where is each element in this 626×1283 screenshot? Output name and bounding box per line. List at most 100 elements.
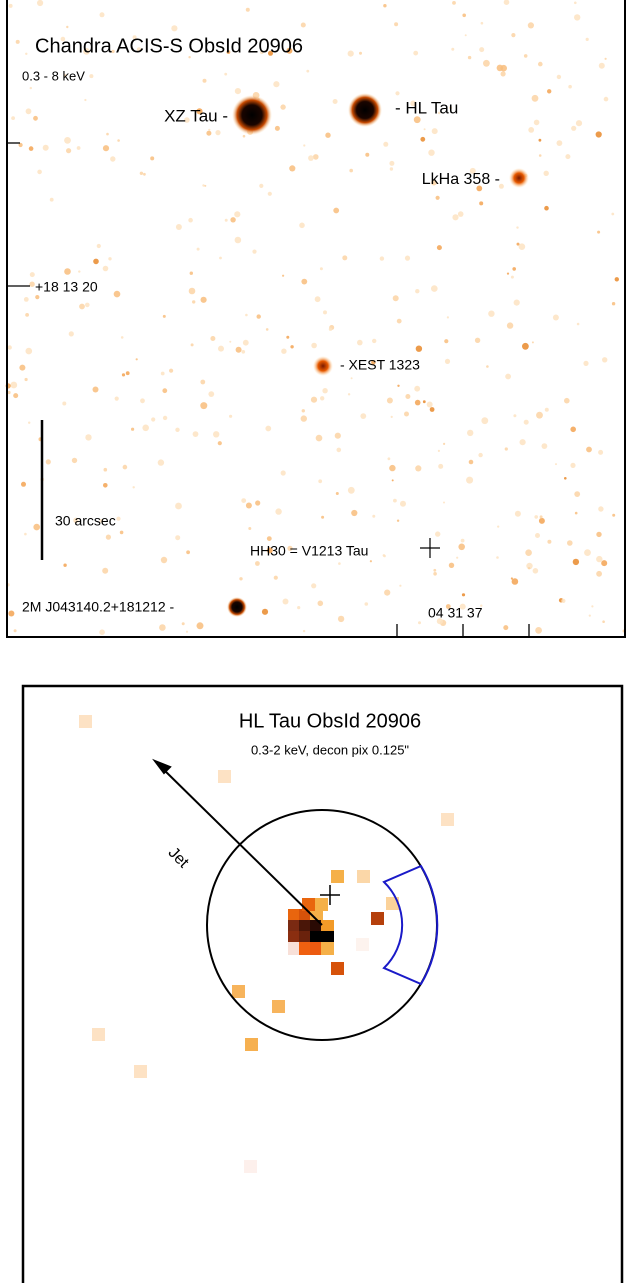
speckle — [311, 397, 317, 403]
speckle — [391, 416, 393, 418]
speckle — [230, 217, 235, 222]
source-lkha — [509, 168, 529, 188]
speckle — [570, 463, 575, 468]
speckle — [598, 506, 603, 511]
speckle — [213, 431, 219, 437]
speckle — [218, 346, 224, 352]
speckle — [561, 599, 565, 603]
speckle — [545, 408, 549, 412]
speckle — [567, 540, 573, 546]
speckle — [507, 273, 509, 275]
speckle — [370, 560, 372, 562]
speckle — [243, 340, 249, 346]
speckle — [605, 58, 607, 60]
speckle — [505, 447, 508, 450]
speckle — [246, 8, 250, 12]
speckle — [524, 420, 529, 425]
speckle — [255, 500, 260, 505]
speckle — [528, 567, 530, 569]
speckle — [69, 331, 74, 336]
speckle — [591, 605, 593, 607]
speckle — [176, 224, 182, 230]
speckle — [525, 549, 532, 556]
speckle — [175, 503, 182, 510]
speckle — [380, 256, 384, 260]
pixel — [218, 770, 231, 783]
speckle — [234, 211, 240, 217]
speckle — [602, 620, 605, 623]
speckle — [259, 184, 263, 188]
speckle — [528, 22, 534, 28]
speckle — [283, 599, 289, 605]
speckle — [397, 385, 399, 387]
speckle — [30, 272, 35, 277]
speckle — [555, 463, 557, 465]
speckle — [171, 25, 177, 31]
speckle — [100, 12, 105, 17]
speckle — [219, 257, 222, 260]
speckle — [516, 226, 518, 228]
speckle — [106, 535, 111, 540]
speckle — [93, 259, 99, 265]
speckle — [186, 631, 188, 633]
speckle — [483, 60, 490, 67]
speckle — [601, 560, 607, 566]
speckle — [225, 219, 228, 222]
speckle — [449, 563, 454, 568]
speckle — [479, 47, 484, 52]
speckle — [513, 414, 516, 417]
speckle — [568, 85, 572, 89]
speckle — [565, 154, 570, 159]
speckle — [14, 629, 17, 632]
speckle — [236, 347, 242, 353]
speckle — [21, 482, 26, 487]
speckle — [467, 430, 473, 436]
speckle — [62, 402, 66, 406]
speckle — [395, 91, 399, 95]
speckle — [519, 243, 526, 250]
speckle — [311, 343, 317, 349]
speckle — [564, 398, 570, 404]
speckle — [325, 133, 330, 138]
speckle — [535, 627, 542, 634]
speckle — [140, 398, 145, 403]
speckle — [239, 577, 242, 580]
speckle — [335, 433, 341, 439]
pixel — [92, 1028, 105, 1041]
speckle — [427, 402, 433, 408]
source-label: - XEST 1323 — [340, 357, 420, 373]
speckle — [275, 508, 281, 514]
speckle — [497, 526, 499, 528]
figure: Chandra ACIS-S ObsId 20906 0.3 - 8 keV X… — [0, 0, 626, 1283]
panel-2: HL Tau ObsId 20906 0.3-2 keV, decon pix … — [23, 686, 622, 1283]
speckle — [438, 464, 443, 469]
speckle — [447, 316, 449, 318]
speckle — [360, 413, 366, 419]
speckle — [235, 237, 242, 244]
speckle — [436, 196, 440, 200]
speckle — [475, 338, 480, 343]
speckle — [323, 310, 327, 314]
speckle — [390, 167, 393, 170]
speckle — [451, 48, 454, 51]
speckle — [151, 417, 155, 421]
speckle — [311, 583, 316, 588]
speckle — [192, 300, 195, 303]
source-label: XZ Tau - — [164, 106, 228, 125]
speckle — [574, 2, 577, 5]
speckle — [372, 339, 376, 343]
speckle — [24, 533, 27, 536]
speckle — [255, 561, 260, 566]
speckle — [336, 492, 339, 495]
speckle — [479, 201, 483, 205]
speckle — [416, 346, 422, 352]
speckle — [539, 154, 542, 157]
speckle — [504, 0, 510, 5]
speckle — [399, 585, 401, 587]
speckle — [612, 302, 615, 305]
speckle — [392, 479, 394, 481]
speckle — [365, 153, 369, 157]
speckle — [596, 571, 602, 577]
speckle — [182, 622, 185, 625]
speckle — [596, 131, 602, 137]
